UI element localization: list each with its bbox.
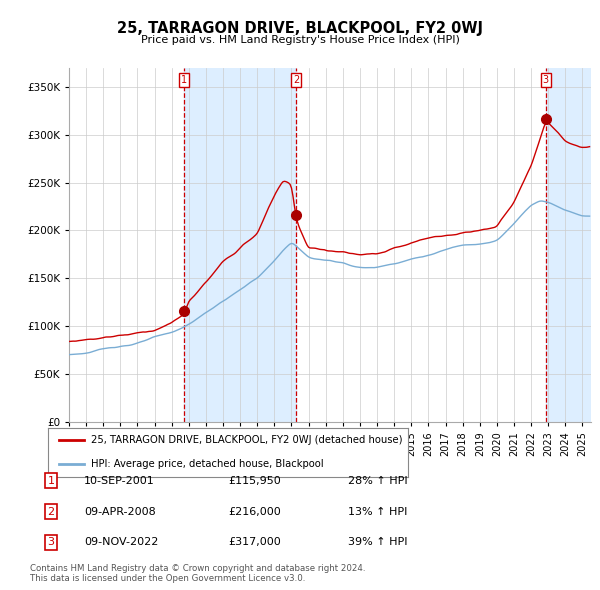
Text: 28% ↑ HPI: 28% ↑ HPI bbox=[348, 476, 407, 486]
Text: £115,950: £115,950 bbox=[228, 476, 281, 486]
Text: 09-APR-2008: 09-APR-2008 bbox=[84, 507, 156, 516]
Text: 3: 3 bbox=[47, 537, 55, 547]
Text: 2: 2 bbox=[47, 507, 55, 516]
Text: 1: 1 bbox=[181, 75, 187, 85]
Text: 3: 3 bbox=[543, 75, 549, 85]
Text: 13% ↑ HPI: 13% ↑ HPI bbox=[348, 507, 407, 516]
Text: 25, TARRAGON DRIVE, BLACKPOOL, FY2 0WJ (detached house): 25, TARRAGON DRIVE, BLACKPOOL, FY2 0WJ (… bbox=[91, 435, 403, 445]
Text: Contains HM Land Registry data © Crown copyright and database right 2024.
This d: Contains HM Land Registry data © Crown c… bbox=[30, 563, 365, 583]
Text: 39% ↑ HPI: 39% ↑ HPI bbox=[348, 537, 407, 547]
Text: 10-SEP-2001: 10-SEP-2001 bbox=[84, 476, 155, 486]
Text: £216,000: £216,000 bbox=[228, 507, 281, 516]
Text: 09-NOV-2022: 09-NOV-2022 bbox=[84, 537, 158, 547]
Text: HPI: Average price, detached house, Blackpool: HPI: Average price, detached house, Blac… bbox=[91, 459, 324, 469]
Text: 2: 2 bbox=[293, 75, 299, 85]
Text: Price paid vs. HM Land Registry's House Price Index (HPI): Price paid vs. HM Land Registry's House … bbox=[140, 35, 460, 45]
Bar bbox=[184, 68, 296, 422]
Bar bbox=[546, 68, 591, 422]
Text: 25, TARRAGON DRIVE, BLACKPOOL, FY2 0WJ: 25, TARRAGON DRIVE, BLACKPOOL, FY2 0WJ bbox=[117, 21, 483, 35]
Text: £317,000: £317,000 bbox=[228, 537, 281, 547]
Text: 1: 1 bbox=[47, 476, 55, 486]
